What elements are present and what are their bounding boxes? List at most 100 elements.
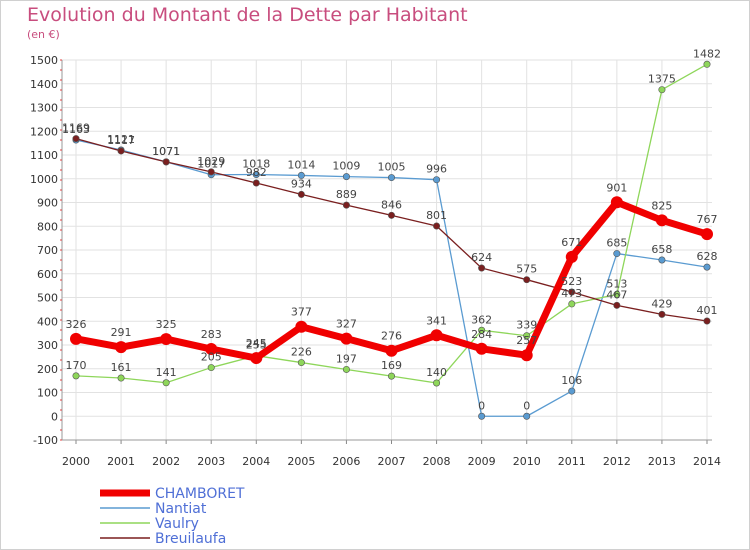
data-point <box>340 332 353 345</box>
data-point <box>433 379 441 387</box>
data-point <box>387 211 395 219</box>
data-point <box>433 222 441 230</box>
data-label: 141 <box>156 366 177 379</box>
x-tick-label: 2008 <box>423 455 451 468</box>
data-label: 671 <box>561 236 582 249</box>
data-point <box>70 332 82 345</box>
data-label: 1482 <box>693 47 721 60</box>
data-label: 255 <box>246 339 267 352</box>
data-point <box>523 412 531 420</box>
x-tick-label: 2014 <box>693 455 721 468</box>
data-point <box>297 190 305 198</box>
data-point <box>297 359 305 367</box>
data-label: 339 <box>516 319 537 332</box>
data-label: 205 <box>201 351 222 364</box>
data-label: 429 <box>651 297 672 310</box>
data-label: 846 <box>381 198 402 211</box>
data-label: 170 <box>66 359 87 372</box>
data-point <box>117 374 125 382</box>
data-point <box>387 174 395 182</box>
y-tick-label: 700 <box>37 244 58 257</box>
y-tick-label: 600 <box>37 268 58 281</box>
data-point <box>160 333 173 346</box>
data-label: 161 <box>111 361 132 374</box>
data-label: 245 <box>246 337 267 350</box>
data-point <box>520 349 533 362</box>
y-tick-label: 400 <box>37 315 58 328</box>
data-point <box>523 276 531 284</box>
data-label: 284 <box>471 328 492 341</box>
legend-label: Nantiat <box>155 501 207 517</box>
data-label: 401 <box>697 304 718 317</box>
data-point <box>162 379 170 387</box>
data-label: 291 <box>111 326 132 339</box>
x-tick-label: 2006 <box>332 455 360 468</box>
data-point <box>342 201 350 209</box>
grid-lines <box>62 59 712 441</box>
data-point <box>655 214 668 227</box>
y-tick-label: 1000 <box>30 173 58 186</box>
data-label: 473 <box>561 287 582 300</box>
legend-label: Vaulry <box>155 516 199 532</box>
data-label: 685 <box>606 237 627 250</box>
data-point <box>701 228 713 241</box>
y-tick-label: 500 <box>37 292 58 305</box>
data-label: 325 <box>156 318 177 331</box>
legend-label: Breuilaufa <box>155 531 226 547</box>
data-point <box>342 365 350 373</box>
data-label: 889 <box>336 188 357 201</box>
data-point <box>478 412 486 420</box>
data-point <box>568 288 576 296</box>
data-point <box>205 343 218 356</box>
data-point <box>658 86 666 94</box>
data-point <box>387 372 395 380</box>
x-tick-label: 2012 <box>603 455 631 468</box>
data-label: 257 <box>516 334 537 347</box>
data-point <box>252 170 260 178</box>
y-tick-label: 0 <box>51 410 58 423</box>
data-label: 341 <box>426 314 447 327</box>
data-point <box>250 352 263 365</box>
x-tick-label: 2004 <box>242 455 270 468</box>
data-label: 197 <box>336 352 357 365</box>
data-label: 624 <box>471 251 492 264</box>
data-label: 1071 <box>152 145 180 158</box>
data-label: 106 <box>561 374 582 387</box>
data-point <box>478 264 486 272</box>
data-labels: 1163 1121 1071 1017 1018 1014 1009 1005 996 0 0 106… <box>62 47 721 412</box>
data-label: 801 <box>426 209 447 222</box>
chart-unit: (en €) <box>27 28 60 41</box>
data-point <box>478 326 486 334</box>
data-label: 1121 <box>107 133 135 146</box>
data-label: 1163 <box>62 123 90 136</box>
x-tick-label: 2007 <box>378 455 406 468</box>
data-point <box>613 301 621 309</box>
data-label: 276 <box>381 330 402 343</box>
data-label: 362 <box>471 313 492 326</box>
series-lines <box>70 60 713 420</box>
data-label: 467 <box>606 288 627 301</box>
data-label: 1169 <box>62 122 90 135</box>
x-tick-label: 2009 <box>468 455 496 468</box>
data-label: 1014 <box>287 158 315 171</box>
data-point <box>658 310 666 318</box>
data-label: 1117 <box>107 134 135 147</box>
data-point <box>207 364 215 372</box>
y-tick-label: 800 <box>37 220 58 233</box>
data-point <box>523 332 531 340</box>
axes: -100010020030040050060070080090010001100… <box>30 54 721 468</box>
legend-label: CHAMBORET <box>155 486 245 502</box>
data-label: 825 <box>651 199 672 212</box>
data-point <box>703 317 711 325</box>
data-point <box>430 329 443 342</box>
y-tick-label: 900 <box>37 197 58 210</box>
data-point <box>658 256 666 264</box>
data-label: 996 <box>426 163 447 176</box>
data-label: 226 <box>291 346 312 359</box>
x-tick-label: 2002 <box>152 455 180 468</box>
data-point <box>72 135 80 143</box>
x-tick-label: 2003 <box>197 455 225 468</box>
data-label: 1029 <box>197 155 225 168</box>
y-tick-label: 1100 <box>30 149 58 162</box>
